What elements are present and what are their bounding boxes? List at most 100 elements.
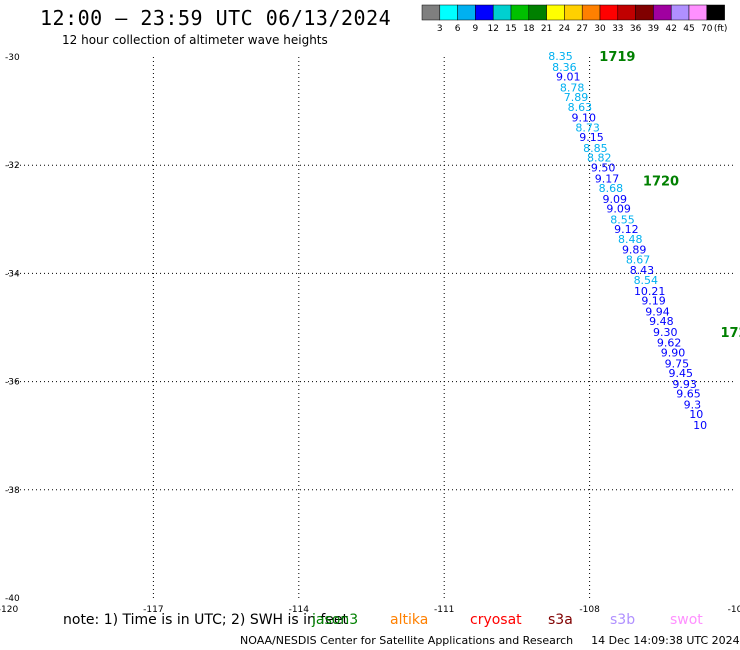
swh-point: 10 [693,419,707,432]
time-label: 172 [720,326,740,341]
swh-point: 8.67 [626,253,651,266]
legend-label: 6 [455,24,461,34]
swh-point: 9.01 [556,71,581,84]
legend-label: 36 [630,24,642,34]
swh-point: 8.78 [560,81,585,94]
time-label: 1719 [599,50,635,65]
swh-point: 8.35 [548,50,573,63]
note-text: note: 1) Time is in UTC; 2) SWH is in fe… [63,612,349,628]
swh-point: 9.48 [649,315,674,328]
legend-label: 21 [541,24,552,34]
swh-point: 10 [689,408,703,421]
legend-label: 27 [576,24,587,34]
swh-point: 9.30 [653,326,678,339]
time-label: 1720 [643,174,679,189]
swh-point: 8.68 [599,182,624,195]
swh-point: 9.62 [657,337,682,350]
axis-ticks: -30 -32 -34 -36 -38 -40-120 -117 -114 -111 -108 -1… [0,53,740,615]
legend-label: 9 [473,24,479,34]
legend-swatch [635,4,654,21]
legend-swatch [599,4,619,21]
legend-label: 15 [505,24,516,34]
x-tick-label: -108 [579,605,600,615]
y-tick-label: -36 [5,378,20,388]
swh-points: 8.358.369.018.787.898.639.108.739.158.85… [548,50,707,432]
legend-swatch [670,4,690,21]
x-tick-label: -114 [289,605,310,615]
legend-swatch [421,4,441,21]
y-tick-label: -34 [5,269,20,279]
y-tick-label: -40 [5,594,20,604]
legend-label: 33 [612,24,623,34]
swh-point: 9.19 [641,295,666,308]
legend-label: 30 [594,24,606,34]
swh-point: 9.10 [572,112,597,125]
legend-label: 45 [683,24,694,34]
time-labels: 1719 1720 172 [599,50,740,341]
legend-swatch [492,4,512,21]
legend-label: 3 [437,24,443,34]
swh-point: 8.85 [583,142,608,155]
swh-point: 10.21 [634,285,666,298]
swh-point: 9.17 [595,172,620,185]
swh-point: 8.82 [587,152,612,165]
legend-label: 42 [665,24,676,34]
satellite-label-s3b: s3b [610,612,636,628]
footer-credit: NOAA/NESDIS Center for Satellite Applica… [240,634,574,647]
legend-swatch [439,4,458,21]
legend-swatch [564,4,583,21]
swh-point: 9.12 [614,223,639,236]
legend-label: 12 [487,24,498,34]
swh-point: 9.09 [606,203,631,216]
y-tick-label: -38 [5,486,20,496]
legend-label: 39 [648,24,660,34]
swh-point: 9.15 [579,131,604,144]
legend-unit: (ft) [714,24,728,34]
swh-point: 8.55 [610,213,635,226]
satellite-label-s3a: s3a [548,612,573,628]
satellite-label-cryosat: cryosat [470,612,522,628]
legend-label: 24 [559,24,571,34]
grid-lines [8,57,735,598]
satellite-label-swot: swot [670,612,703,628]
legend-swatch [457,4,476,21]
swh-point: 8.36 [552,61,577,74]
swh-point: 8.73 [575,121,600,134]
satellite-label-jason3: jason3 [312,612,359,628]
legend-swatch [475,4,494,21]
legend-label: 18 [523,24,535,34]
swh-point: 9.90 [661,346,686,359]
swh-point: 8.54 [634,274,659,287]
swh-point: 9.93 [672,378,697,391]
chart-subtitle: 12 hour collection of altimeter wave hei… [62,33,328,47]
legend-swatch [510,4,530,21]
x-tick-label: -120 [0,605,18,615]
swh-point: 9.3 [684,398,702,411]
chart-title: 12:00 – 23:59 UTC 06/13/2024 [40,6,392,30]
legend-swatch [581,4,601,21]
swh-point: 9.45 [668,367,693,380]
footer: NOAA/NESDIS Center for Satellite Applica… [240,634,740,647]
swh-point: 9.75 [665,357,690,370]
legend-swatch [546,4,565,21]
legend-swatch [653,4,672,21]
swh-point: 8.48 [618,233,643,246]
footer-timestamp: 14 Dec 14:09:38 UTC 2024 [591,634,740,647]
swh-point: 9.50 [591,161,616,174]
legend-swatch [706,4,725,21]
y-tick-label: -32 [5,161,20,171]
legend-swatch [688,4,708,21]
swh-point: 9.65 [676,388,701,401]
swh-point: 9.89 [622,244,647,257]
legend-swatch [617,4,636,21]
y-tick-label: -30 [5,53,20,63]
x-tick-label: -10 [728,605,740,615]
swh-point: 7.89 [564,91,589,104]
x-tick-label: -111 [434,605,454,615]
x-tick-label: -117 [143,605,163,615]
legend-label: 70 [701,24,713,34]
swh-point: 8.43 [630,264,655,277]
swh-point: 9.09 [603,193,628,206]
satellite-label-altika: altika [390,612,429,628]
